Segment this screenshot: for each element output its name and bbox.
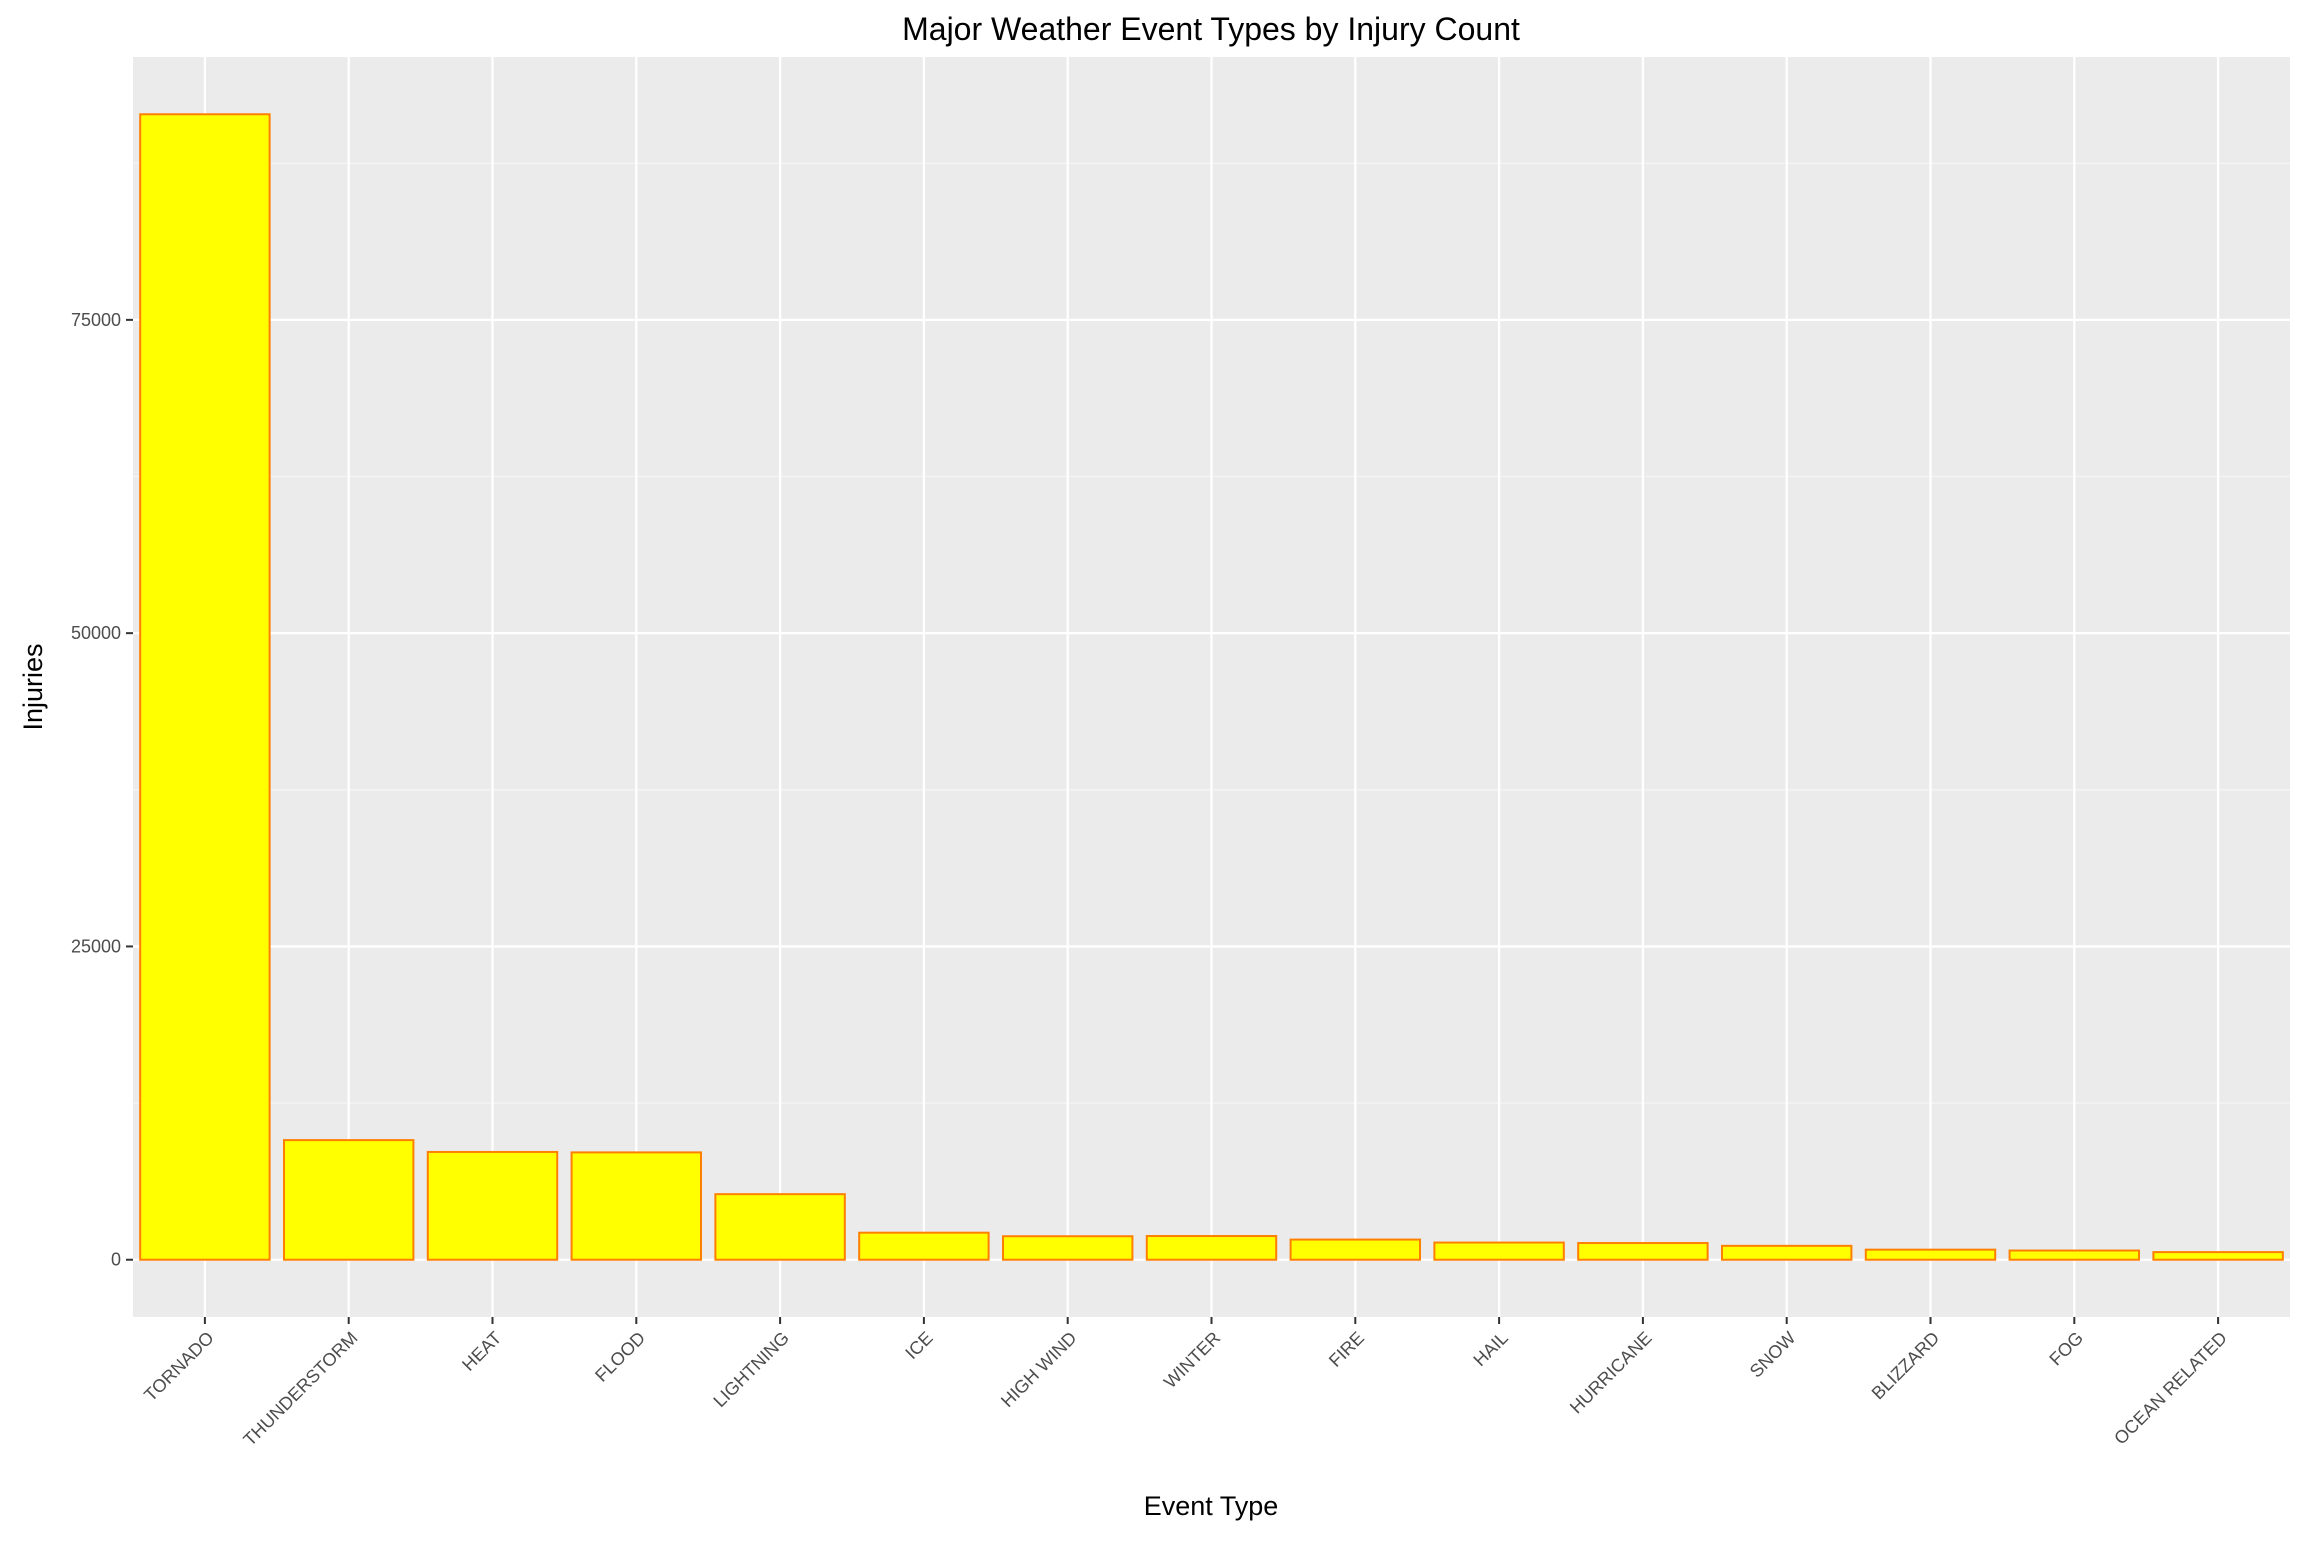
bar-tornado (139, 113, 271, 1261)
x-tick-label: OCEAN RELATED (2110, 1328, 2231, 1449)
y-tick-label: 75000 (71, 310, 121, 330)
bar-flood (570, 1151, 703, 1261)
x-tick-label: BLIZZARD (1868, 1328, 1944, 1404)
bar-lightning (714, 1193, 846, 1261)
bar-snow (1720, 1244, 1853, 1261)
x-tick-label: THUNDERSTORM (239, 1328, 361, 1450)
x-tick-label: HEAT (458, 1328, 505, 1375)
x-tick-label: FLOOD (591, 1328, 649, 1386)
x-tick-label: WINTER (1160, 1328, 1224, 1392)
y-axis-title: Injuries (18, 643, 48, 730)
x-tick-label: ICE (901, 1328, 936, 1363)
x-tick-label: TORNADO (140, 1328, 218, 1406)
x-tick-label: FOG (2045, 1328, 2087, 1370)
bar-hail (1433, 1241, 1565, 1261)
bar-high-wind (1001, 1235, 1134, 1261)
x-tick-label: FIRE (1325, 1328, 1368, 1371)
x-tick-label: LIGHTNING (709, 1328, 792, 1411)
y-tick-label: 25000 (71, 936, 121, 956)
x-tick-label: SNOW (1746, 1328, 1800, 1382)
y-tick-label: 0 (111, 1250, 121, 1270)
y-axis: 0 25000 50000 75000 (71, 310, 133, 1270)
bar-thunderstorm (282, 1139, 415, 1261)
x-tick-label: HURRICANE (1566, 1328, 1656, 1418)
bar-heat (426, 1150, 559, 1261)
y-tick-label: 50000 (71, 623, 121, 643)
bars (139, 113, 2284, 1261)
bar-blizzard (1864, 1248, 1997, 1261)
x-axis-title: Event Type (1144, 1491, 1279, 1521)
bar-fog (2008, 1249, 2141, 1261)
x-tick-label: HAIL (1469, 1328, 1511, 1370)
bar-ocean-related (2152, 1251, 2284, 1261)
bar-winter (1145, 1235, 1278, 1261)
bar-fire (1289, 1238, 1422, 1261)
bar-ice (858, 1231, 990, 1261)
x-tick-label: HIGH WIND (997, 1328, 1080, 1411)
bar-hurricane (1577, 1242, 1709, 1261)
chart-title: Major Weather Event Types by Injury Coun… (902, 11, 1520, 47)
x-axis: TORNADO THUNDERSTORM HEAT FLOOD LIGHTNING ICE… (140, 1317, 2231, 1450)
